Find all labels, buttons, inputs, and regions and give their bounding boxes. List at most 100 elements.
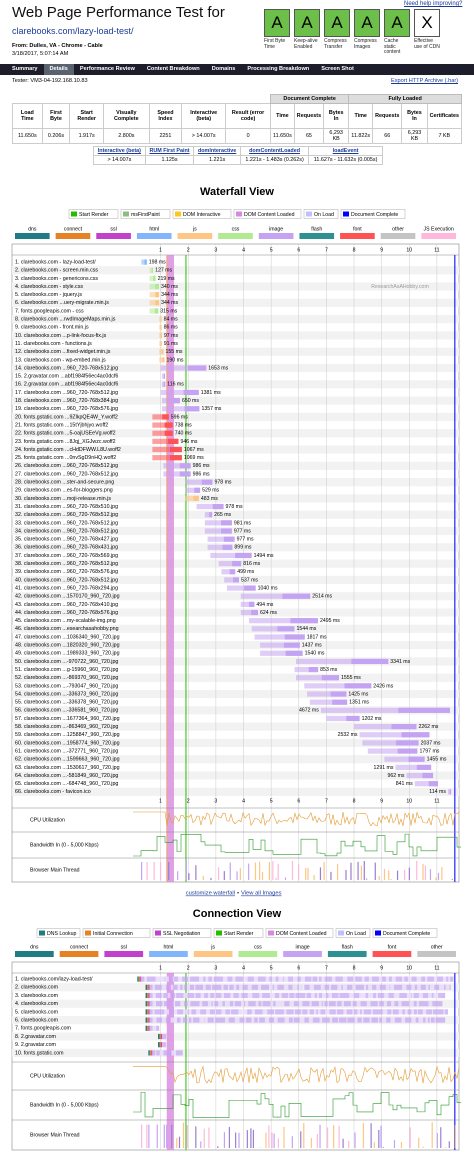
- type-swatch: [283, 951, 322, 957]
- column-header[interactable]: Interactive (beta): [93, 146, 146, 156]
- row-shade: [12, 706, 459, 715]
- request-bar: [395, 764, 432, 770]
- column-header[interactable]: loadEvent: [308, 146, 383, 156]
- row-label: 7. fonts.googleapis.com - css: [15, 308, 84, 314]
- ssl-part: [148, 984, 150, 990]
- request-stripe: [329, 1017, 333, 1023]
- x-tick-label: 1: [159, 798, 162, 804]
- duration-label: 1544 ms: [296, 626, 316, 632]
- download-part: [308, 666, 319, 673]
- connect-part: [147, 984, 149, 990]
- row-label: 29. clarebooks.com ...es-for-bloggers.pn…: [15, 488, 113, 494]
- request-stripe: [244, 1017, 246, 1023]
- type-label: connect: [70, 944, 89, 950]
- request-bar: [384, 756, 425, 762]
- row-shade: [12, 787, 459, 796]
- type-swatch: [15, 951, 54, 957]
- thread-activity: [357, 861, 359, 880]
- request-stripe: [368, 976, 373, 982]
- nav-tab[interactable]: Domains: [211, 66, 236, 72]
- request-stripe: [352, 984, 356, 990]
- images-link[interactable]: View all Images: [241, 891, 282, 897]
- customize-link[interactable]: customize waterfall: [186, 891, 235, 897]
- nav-tab[interactable]: Summary: [12, 66, 38, 72]
- column-header[interactable]: RUM First Paint: [144, 146, 195, 156]
- grade-box: A: [384, 9, 410, 37]
- dns-part: [145, 992, 148, 999]
- download-part: [244, 585, 256, 591]
- thread-activity: [393, 1140, 396, 1148]
- thread-activity: [166, 1124, 168, 1148]
- nav-tab[interactable]: Performance Review: [79, 66, 135, 72]
- download-part: [194, 487, 201, 493]
- row-label: 31. clarebooks.com ...960_720-768x510.jp…: [15, 504, 118, 510]
- download-part: [201, 479, 213, 485]
- request-stripe: [428, 1001, 433, 1007]
- thread-activity: [277, 863, 279, 880]
- request-stripe: [265, 976, 270, 982]
- help-link[interactable]: Need help improving?: [404, 1, 463, 7]
- row-label: 33. clarebooks.com ...960_720-768x512.jp…: [15, 520, 118, 526]
- row-shade: [12, 510, 459, 519]
- request-stripe: [429, 984, 435, 990]
- request-stripe: [359, 992, 365, 999]
- duration-label: 1291 ms: [374, 765, 394, 771]
- request-stripe: [204, 1017, 208, 1023]
- thread-activity: [223, 1132, 226, 1148]
- request-bar: [163, 471, 191, 477]
- row-shade: [12, 641, 459, 650]
- nav-tab[interactable]: Screen Shot: [321, 66, 354, 72]
- thread-activity: [250, 1128, 252, 1148]
- thread-activity: [307, 867, 309, 880]
- thread-activity: [277, 1138, 279, 1148]
- request-stripe: [221, 984, 224, 990]
- duration-label: 499 ms: [237, 569, 254, 575]
- row-shade: [12, 445, 459, 454]
- x-tick-label: 9: [380, 247, 383, 253]
- export-link[interactable]: Export HTTP Archive (.har): [391, 78, 459, 84]
- row-label: 10. fonts.gstatic.com: [15, 1050, 64, 1056]
- request-stripe: [307, 1009, 310, 1015]
- request-stripe: [279, 1001, 285, 1007]
- nav-tab[interactable]: Content Breakdown: [146, 66, 200, 72]
- row-label: 36. clarebooks.com ...960_720-768x431.jp…: [15, 545, 118, 551]
- thread-activity: [333, 1125, 335, 1148]
- row-shade: [12, 298, 459, 307]
- request-stripe: [393, 992, 398, 999]
- nav-tab[interactable]: Processing Breakdown: [247, 66, 310, 72]
- request-stripe: [199, 1017, 205, 1023]
- nav-tab[interactable]: Details: [43, 64, 74, 75]
- request-stripe: [417, 984, 421, 990]
- type-label: html: [164, 944, 174, 950]
- grade-label: Compress Transfer: [324, 38, 347, 50]
- legend-label: SSL Negotiation: [163, 931, 200, 937]
- tested-url[interactable]: clarebooks.com/lazy-load-test/: [12, 26, 134, 36]
- request-bar: [240, 593, 311, 599]
- request-stripe: [300, 976, 305, 982]
- request-bar: [354, 724, 417, 730]
- download-part: [397, 748, 418, 754]
- request-stripe: [428, 992, 432, 999]
- connect-part: [159, 1033, 162, 1040]
- column-header[interactable]: domContentLoaded: [239, 146, 310, 156]
- request-stripe: [308, 1017, 313, 1023]
- duration-label: 841 ms: [396, 781, 413, 787]
- type-swatch: [177, 233, 213, 239]
- request-stripe: [288, 992, 290, 999]
- x-tick-label: 6: [297, 798, 300, 804]
- download-part: [160, 332, 162, 339]
- column-header[interactable]: domInteractive: [193, 146, 241, 156]
- legend-swatch: [375, 930, 381, 936]
- request-stripe: [289, 1001, 294, 1007]
- grade: A Cache static content: [384, 9, 410, 56]
- request-stripe: [335, 1001, 338, 1007]
- row-label: 16. 2.gravatar.com ...abf1984f56ec4ac0dc…: [15, 382, 118, 388]
- request-stripe: [383, 1001, 388, 1007]
- thread-activity: [416, 860, 418, 880]
- dns-part: [145, 984, 148, 990]
- row-label: 5. clarebooks.com - jquery.js: [15, 292, 82, 298]
- cell: 6,293 KB: [323, 128, 350, 144]
- thread-activity: [390, 879, 392, 880]
- grade-box: A: [354, 9, 380, 37]
- thread-activity: [217, 867, 220, 880]
